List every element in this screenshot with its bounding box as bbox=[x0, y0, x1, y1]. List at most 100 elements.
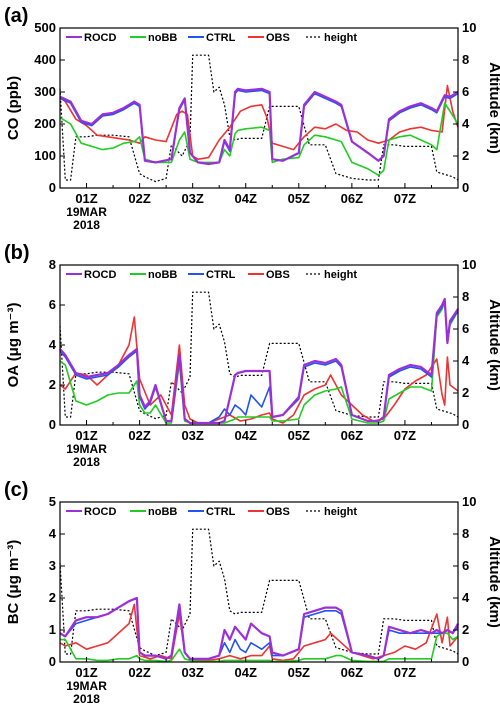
series-line-nobb bbox=[60, 632, 459, 663]
y-tick-label: 1 bbox=[49, 622, 56, 637]
panel-label: (a) bbox=[4, 5, 28, 27]
y-axis-title: OA (μg m⁻³) bbox=[5, 303, 22, 388]
y-tick-label: 8 bbox=[49, 257, 56, 272]
y2-tick-label: 10 bbox=[462, 20, 476, 35]
y2-axis-title: Altitude (km) bbox=[486, 62, 500, 154]
y2-tick-label: 0 bbox=[462, 654, 469, 669]
y2-tick-label: 8 bbox=[462, 526, 469, 541]
series-line-height bbox=[59, 54, 459, 183]
y-tick-label: 4 bbox=[49, 526, 57, 541]
series-line-nobb bbox=[59, 300, 459, 424]
x-tick-label: 02Z bbox=[128, 191, 150, 206]
panel-label: (c) bbox=[4, 479, 28, 501]
panel-label: (b) bbox=[4, 242, 30, 264]
legend-label-rocd: ROCD bbox=[84, 506, 116, 518]
chart-panel-3: 0 1 2 3 4 5 0 2 4 6 8 10 01Z 02Z 03Z 04Z 05Z 06Z 07Z 19MAR2… bbox=[4, 479, 500, 706]
date-label-day: 19MAR bbox=[66, 205, 107, 219]
y2-tick-label: 2 bbox=[462, 148, 469, 163]
y-tick-label: 2 bbox=[49, 590, 56, 605]
chart-panel-1: 0 100 200 300 400 500 0 2 4 6 8 10 01Z 02Z 03Z 04Z 05Z 06… bbox=[4, 5, 500, 232]
legend-label-height: height bbox=[324, 32, 357, 44]
legend-label-rocd: ROCD bbox=[84, 32, 116, 44]
x-tick-label: 02Z bbox=[128, 428, 150, 443]
series-line-rocd bbox=[59, 87, 459, 166]
y2-axis-title: Altitude (km) bbox=[486, 536, 500, 628]
y2-tick-label: 10 bbox=[462, 257, 476, 272]
x-tick-label: 04Z bbox=[235, 428, 257, 443]
x-tick-label: 01Z bbox=[75, 428, 97, 443]
x-tick-label: 07Z bbox=[394, 665, 416, 680]
legend-label-height: height bbox=[324, 269, 357, 281]
y2-tick-label: 6 bbox=[462, 84, 469, 99]
x-tick-label: 05Z bbox=[288, 665, 310, 680]
y2-tick-label: 0 bbox=[462, 417, 469, 432]
legend-label-rocd: ROCD bbox=[84, 269, 116, 281]
x-tick-label: 01Z bbox=[75, 191, 97, 206]
y-axis-title: CO (ppb) bbox=[5, 76, 22, 140]
y-tick-label: 4 bbox=[49, 337, 57, 352]
x-tick-label: 03Z bbox=[181, 191, 203, 206]
x-tick-label: 04Z bbox=[235, 191, 257, 206]
y-tick-label: 300 bbox=[34, 84, 56, 99]
x-tick-label: 01Z bbox=[75, 665, 97, 680]
x-tick-label: 03Z bbox=[181, 428, 203, 443]
legend-label-nobb: noBB bbox=[148, 32, 177, 44]
y2-tick-label: 10 bbox=[462, 494, 476, 509]
y-tick-label: 0 bbox=[49, 654, 56, 669]
y-tick-label: 400 bbox=[34, 52, 56, 67]
series-line-ctrl bbox=[59, 89, 459, 165]
date-label-day: 19MAR bbox=[66, 442, 107, 456]
y-axis-title: BC (μg m⁻³) bbox=[5, 540, 22, 625]
y-tick-label: 500 bbox=[34, 20, 56, 35]
date-label-year: 2018 bbox=[73, 455, 100, 469]
legend-label-ctrl: CTRL bbox=[206, 506, 236, 518]
y2-tick-label: 2 bbox=[462, 385, 469, 400]
series-line-rocd bbox=[59, 596, 459, 660]
series-line-nobb bbox=[59, 102, 459, 176]
series-line-rocd bbox=[59, 297, 459, 425]
y2-tick-label: 6 bbox=[462, 321, 469, 336]
x-tick-label: 03Z bbox=[181, 665, 203, 680]
plot-frame bbox=[59, 27, 459, 189]
legend-label-height: height bbox=[324, 506, 357, 518]
y2-tick-label: 4 bbox=[462, 116, 470, 131]
y-tick-label: 200 bbox=[34, 116, 56, 131]
series-line-obs bbox=[59, 603, 459, 662]
x-tick-label: 07Z bbox=[394, 428, 416, 443]
y-tick-label: 100 bbox=[34, 148, 56, 163]
legend-label-obs: OBS bbox=[266, 506, 290, 518]
date-label-year: 2018 bbox=[73, 218, 100, 232]
legend-label-nobb: noBB bbox=[148, 506, 177, 518]
y-tick-label: 0 bbox=[49, 180, 56, 195]
series-line-obs bbox=[59, 84, 459, 160]
y2-tick-label: 2 bbox=[462, 622, 469, 637]
date-label-day: 19MAR bbox=[66, 679, 107, 693]
y-tick-label: 6 bbox=[49, 297, 56, 312]
y2-axis-title: Altitude (km) bbox=[486, 299, 500, 391]
x-tick-label: 05Z bbox=[288, 191, 310, 206]
x-tick-label: 06Z bbox=[341, 665, 363, 680]
y2-tick-label: 4 bbox=[462, 353, 470, 368]
x-tick-label: 04Z bbox=[235, 665, 257, 680]
plot-frame bbox=[59, 501, 459, 663]
y2-tick-label: 8 bbox=[462, 52, 469, 67]
series-line-height bbox=[59, 528, 459, 657]
legend-label-nobb: noBB bbox=[148, 269, 177, 281]
legend-label-ctrl: CTRL bbox=[206, 32, 236, 44]
y-tick-label: 5 bbox=[49, 494, 56, 509]
x-tick-label: 06Z bbox=[341, 428, 363, 443]
y2-tick-label: 4 bbox=[462, 590, 470, 605]
x-tick-label: 05Z bbox=[288, 428, 310, 443]
x-tick-label: 06Z bbox=[341, 191, 363, 206]
y2-tick-label: 8 bbox=[462, 289, 469, 304]
y-tick-label: 0 bbox=[49, 417, 56, 432]
series-line-obs bbox=[59, 316, 459, 424]
legend-label-obs: OBS bbox=[266, 269, 290, 281]
x-tick-label: 02Z bbox=[128, 665, 150, 680]
x-tick-label: 07Z bbox=[394, 191, 416, 206]
y2-tick-label: 6 bbox=[462, 558, 469, 573]
legend-label-obs: OBS bbox=[266, 32, 290, 44]
y2-tick-label: 0 bbox=[462, 180, 469, 195]
y-tick-label: 2 bbox=[49, 377, 56, 392]
